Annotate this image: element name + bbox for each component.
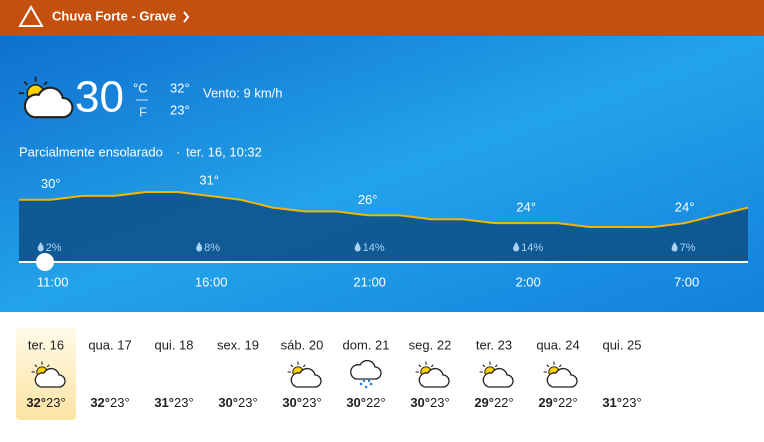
unit-celsius[interactable]: °C: [133, 80, 148, 95]
hour-precip: 2%: [46, 242, 62, 254]
temp-line: [19, 191, 749, 228]
day-card[interactable]: dom. 21 30°22°: [343, 337, 390, 410]
day-low: 23°: [622, 395, 642, 410]
unit-fahrenheit[interactable]: F: [139, 104, 147, 119]
hour-temp: 24°: [516, 200, 536, 215]
day-high: 30°: [218, 395, 238, 410]
day-label: sex. 19: [217, 337, 259, 352]
day-card[interactable]: qua. 24 29°22°: [536, 337, 579, 410]
hour-temp: 31°: [199, 172, 219, 187]
day-low: 23°: [302, 395, 322, 410]
hour-time: 11:00: [37, 274, 69, 289]
day-temps: 30°23°: [410, 395, 449, 410]
day-high: 32°: [90, 395, 110, 410]
day-temps: 30°22°: [346, 395, 385, 410]
day-label: dom. 21: [343, 337, 390, 352]
day-high: 32°: [26, 395, 46, 410]
day-temps: 31°23°: [602, 395, 641, 410]
hour-precip: 8%: [204, 242, 220, 254]
separator: ·: [176, 144, 180, 159]
wind: Vento: 9 km/h: [203, 85, 283, 100]
obs-time: ter. 16, 10:32: [186, 144, 262, 159]
hour-time: 2:00: [515, 274, 540, 289]
hour-temp: 24°: [675, 200, 695, 215]
temp-area: [19, 192, 748, 262]
day-high: 30°: [282, 395, 302, 410]
time-slider[interactable]: [36, 253, 54, 271]
day-card[interactable]: ter. 23 29°22°: [474, 337, 513, 410]
condition: Parcialmente ensolarado: [19, 144, 163, 159]
alert-text[interactable]: Chuva Forte - Grave: [52, 8, 176, 23]
alert-bar[interactable]: [0, 0, 764, 36]
alert-icon: [18, 5, 44, 27]
hour-time: 7:00: [674, 274, 699, 289]
day-high: 31°: [602, 395, 622, 410]
day-label: qui. 25: [602, 337, 641, 352]
day-label: ter. 23: [476, 337, 512, 352]
day-card[interactable]: seg. 22 30°23°: [409, 337, 452, 410]
day-temps: 30°23°: [218, 395, 257, 410]
day-label: sáb. 20: [281, 337, 324, 352]
current-temp: 30: [75, 73, 124, 122]
daily-panel: [0, 312, 764, 437]
day-low: 23°: [238, 395, 258, 410]
day-high: 30°: [346, 395, 366, 410]
day-low: 23°: [110, 395, 130, 410]
day-label: qua. 24: [536, 337, 579, 352]
day-card[interactable]: qua. 17 32°23°: [88, 337, 131, 410]
hour-temp: 26°: [358, 192, 378, 207]
chevron: [183, 11, 190, 23]
day-temps: 29°22°: [474, 395, 513, 410]
day-high: 31°: [154, 395, 174, 410]
day-card[interactable]: ter. 16 32°23°: [16, 328, 76, 420]
day-temps: 32°23°: [26, 395, 65, 410]
day-low: 23°: [430, 395, 450, 410]
day-temps: 30°23°: [282, 395, 321, 410]
day-label: qua. 17: [88, 337, 131, 352]
day-high: 29°: [474, 395, 494, 410]
day-label: ter. 16: [28, 337, 64, 352]
day-low: 23°: [46, 395, 66, 410]
day-card[interactable]: qui. 25 31°23°: [602, 337, 641, 410]
hour-precip: 14%: [363, 242, 385, 254]
day-card[interactable]: sex. 19 30°23°: [217, 337, 259, 410]
day-card[interactable]: sáb. 20 30°23°: [281, 337, 324, 410]
day-label: seg. 22: [409, 337, 452, 352]
hour-precip: 7%: [680, 242, 696, 254]
day-high: 29°: [538, 395, 558, 410]
day-temps: 32°23°: [90, 395, 129, 410]
hour-time: 16:00: [195, 274, 228, 289]
current-low: 23°: [170, 102, 190, 117]
hour-temp: 30°: [41, 176, 61, 191]
day-low: 22°: [366, 395, 386, 410]
day-low: 22°: [558, 395, 578, 410]
day-card[interactable]: qui. 18 31°23°: [154, 337, 193, 410]
day-high: 30°: [410, 395, 430, 410]
day-low: 23°: [174, 395, 194, 410]
hourly-chart: 30° 2% 11:00 31° 8% 16:00 26° 14% 21:00 24° 14% 2:0…: [19, 172, 749, 289]
hour-precip: 14%: [521, 242, 543, 254]
day-label: qui. 18: [154, 337, 193, 352]
day-low: 22°: [494, 395, 514, 410]
current-panel: [0, 36, 764, 312]
day-temps: 31°23°: [154, 395, 193, 410]
current-high: 32°: [170, 80, 190, 95]
day-temps: 29°22°: [538, 395, 577, 410]
hour-time: 21:00: [353, 274, 386, 289]
